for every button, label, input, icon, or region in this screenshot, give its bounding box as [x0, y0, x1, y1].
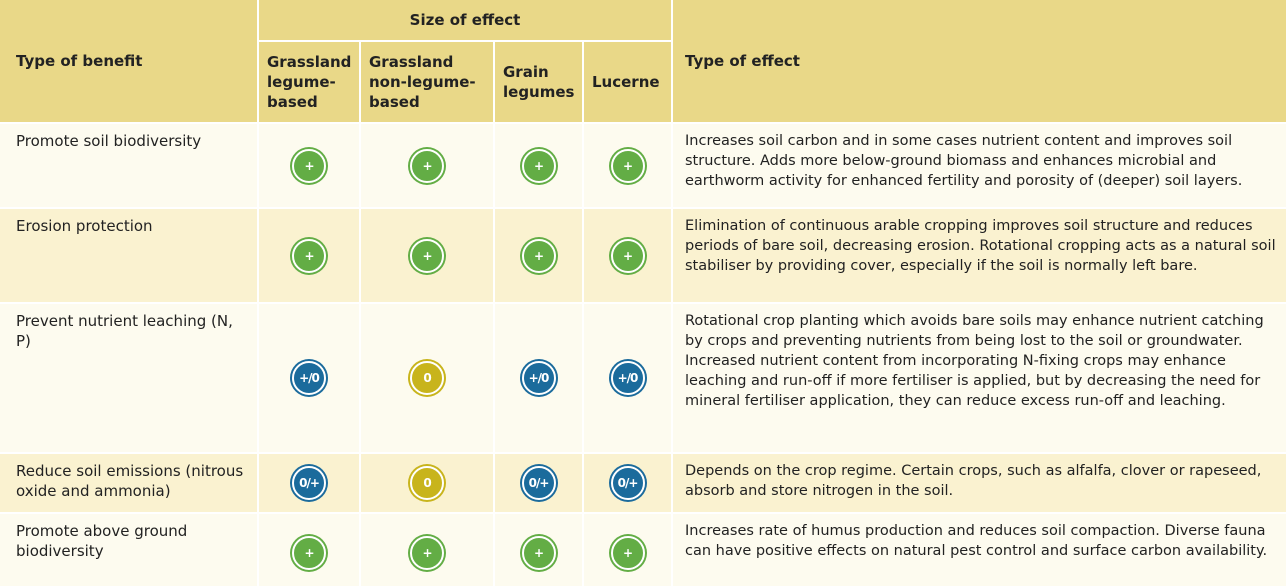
- effect-cell: 0/+: [493, 452, 584, 514]
- benefit-cell: Promote soil biodiversity: [0, 122, 259, 209]
- column-header: Grassland non-legume-based: [359, 40, 495, 124]
- effect-cell: +: [582, 512, 673, 586]
- effect-icon: 0/+: [610, 466, 645, 500]
- effect-icon: +: [521, 536, 556, 570]
- effect-icon: +: [610, 536, 645, 570]
- effect-icon: +/0: [292, 361, 326, 395]
- effect-cell: +: [257, 512, 361, 586]
- description-cell: Depends on the crop regime. Certain crop…: [671, 452, 1286, 514]
- benefit-cell: Reduce soil emissions (nitrous oxide and…: [0, 452, 259, 514]
- effect-icon: +: [292, 148, 326, 183]
- effect-icon: +: [410, 148, 444, 183]
- effect-cell: 0: [359, 302, 495, 454]
- description-cell: Increases rate of humus production and r…: [671, 512, 1286, 586]
- effect-cell: +: [359, 207, 495, 304]
- effect-icon: +/0: [610, 361, 645, 395]
- effect-cell: 0: [359, 452, 495, 514]
- effect-icon: +: [292, 536, 326, 570]
- effect-cell: +: [257, 122, 361, 209]
- effect-cell: +: [493, 512, 584, 586]
- effect-icon: +: [410, 536, 444, 570]
- effect-cell: +: [493, 207, 584, 304]
- effect-cell: +/0: [493, 302, 584, 454]
- effect-icon: +: [292, 238, 326, 273]
- table-row: Prevent nutrient leaching (N, P) +/0 0 +/0 +…: [0, 302, 1286, 454]
- effect-cell: +: [359, 122, 495, 209]
- effect-icon: 0: [410, 361, 444, 395]
- effect-cell: +: [359, 512, 495, 586]
- table-row: Promote above ground biodiversity + + + + Inc…: [0, 512, 1286, 586]
- benefit-cell: Prevent nutrient leaching (N, P): [0, 302, 259, 454]
- effect-icon: +: [521, 148, 556, 183]
- table-row: Reduce soil emissions (nitrous oxide and…: [0, 452, 1286, 514]
- effect-icon: +: [610, 238, 645, 273]
- effect-cell: +: [257, 207, 361, 304]
- effect-icon: +: [410, 238, 444, 273]
- description-cell: Elimination of continuous arable croppin…: [671, 207, 1286, 304]
- effect-cell: +: [493, 122, 584, 209]
- description-cell: Increases soil carbon and in some cases …: [671, 122, 1286, 209]
- column-header: Lucerne: [582, 40, 673, 124]
- effect-icon: +/0: [521, 361, 556, 395]
- effect-icon: 0/+: [292, 466, 326, 500]
- header-cell: Type of benefit: [0, 0, 259, 124]
- column-header: Grain legumes: [493, 40, 584, 124]
- effect-icon: +: [610, 148, 645, 183]
- description-cell: Rotational crop planting which avoids ba…: [671, 302, 1286, 454]
- table-row: Promote soil biodiversity + + + + Increases s…: [0, 122, 1286, 209]
- effect-icon: 0: [410, 466, 444, 500]
- group-header: Size of effect: [257, 0, 673, 42]
- header-cell: Type of effect: [671, 0, 1286, 124]
- benefit-cell: Promote above ground biodiversity: [0, 512, 259, 586]
- effect-icon: +: [521, 238, 556, 273]
- effect-cell: +/0: [257, 302, 361, 454]
- effect-cell: 0/+: [582, 452, 673, 514]
- effect-icon: 0/+: [521, 466, 556, 500]
- column-header: Grassland legume-based: [257, 40, 361, 124]
- effect-cell: 0/+: [257, 452, 361, 514]
- effect-cell: +/0: [582, 302, 673, 454]
- effect-cell: +: [582, 207, 673, 304]
- benefit-cell: Erosion protection: [0, 207, 259, 304]
- effect-cell: +: [582, 122, 673, 209]
- table-row: Erosion protection + + + + Elimination of con…: [0, 207, 1286, 304]
